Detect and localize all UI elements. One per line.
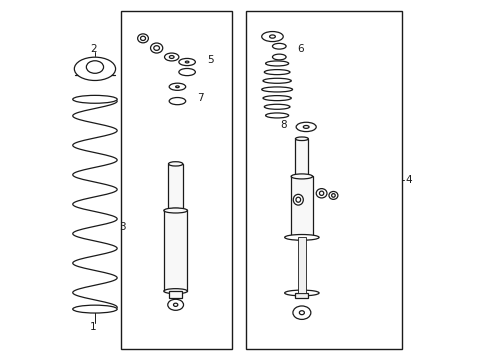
Ellipse shape (150, 43, 163, 53)
Bar (168, 164, 183, 211)
Bar (290, 176, 312, 237)
Ellipse shape (319, 191, 323, 195)
Ellipse shape (292, 306, 310, 319)
Ellipse shape (284, 290, 319, 296)
Ellipse shape (290, 174, 312, 179)
Ellipse shape (290, 235, 312, 240)
Ellipse shape (264, 104, 289, 109)
Ellipse shape (265, 113, 288, 118)
Ellipse shape (272, 54, 285, 60)
Ellipse shape (299, 311, 304, 315)
Ellipse shape (284, 234, 319, 240)
Ellipse shape (173, 303, 178, 306)
Ellipse shape (179, 68, 195, 76)
Ellipse shape (179, 58, 195, 66)
Ellipse shape (168, 162, 183, 166)
Ellipse shape (169, 98, 185, 105)
Ellipse shape (269, 35, 275, 38)
Ellipse shape (295, 175, 308, 178)
Ellipse shape (86, 61, 103, 73)
Ellipse shape (272, 43, 285, 49)
Ellipse shape (140, 36, 145, 41)
Text: 3: 3 (119, 222, 125, 231)
Ellipse shape (169, 55, 174, 58)
Text: 7: 7 (197, 93, 203, 103)
Ellipse shape (263, 96, 291, 101)
Ellipse shape (261, 32, 283, 41)
Bar (163, 211, 187, 291)
Bar (295, 293, 308, 298)
Ellipse shape (296, 122, 316, 132)
Ellipse shape (331, 194, 335, 197)
Bar (246, 12, 402, 348)
Text: 8: 8 (280, 121, 286, 130)
Ellipse shape (316, 189, 326, 198)
Ellipse shape (137, 34, 148, 43)
Ellipse shape (167, 299, 183, 310)
Ellipse shape (74, 57, 115, 81)
Ellipse shape (169, 83, 185, 90)
Bar (121, 12, 231, 348)
Ellipse shape (295, 197, 300, 202)
Text: 2: 2 (90, 44, 96, 54)
Ellipse shape (164, 53, 179, 61)
Ellipse shape (73, 95, 117, 103)
Ellipse shape (185, 61, 188, 63)
Ellipse shape (73, 305, 117, 313)
Text: 1: 1 (90, 322, 96, 332)
Ellipse shape (265, 61, 288, 66)
Ellipse shape (263, 78, 291, 83)
Ellipse shape (175, 86, 179, 87)
Ellipse shape (295, 137, 308, 140)
Ellipse shape (264, 69, 289, 75)
Ellipse shape (261, 87, 292, 92)
Ellipse shape (153, 46, 159, 50)
Text: 5: 5 (206, 54, 213, 64)
Ellipse shape (168, 208, 183, 213)
Bar (297, 237, 305, 293)
Ellipse shape (163, 289, 187, 294)
Bar (169, 291, 182, 298)
Text: 6: 6 (297, 44, 304, 54)
Ellipse shape (163, 208, 187, 213)
Bar (295, 139, 308, 176)
Ellipse shape (303, 126, 308, 129)
Ellipse shape (293, 194, 303, 205)
Text: 4: 4 (405, 175, 411, 185)
Ellipse shape (328, 192, 337, 199)
